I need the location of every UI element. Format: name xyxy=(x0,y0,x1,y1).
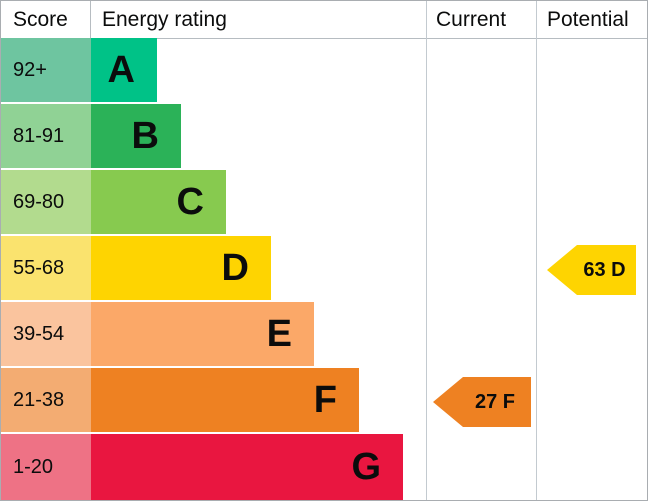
score-range-a: 92+ xyxy=(1,38,91,102)
current-rating-marker: 27 F xyxy=(433,377,531,427)
score-range-d: 55-68 xyxy=(1,236,91,300)
band-row-f: 21-38 F xyxy=(1,368,426,434)
rating-bar-f: F xyxy=(91,368,359,432)
band-rows: 92+ A 81-91 B 69-80 C 55-68 D 39-54 E 21-38 F 1-20 G xyxy=(1,38,426,500)
potential-rating-label: 63 D xyxy=(583,258,626,281)
score-range-b: 81-91 xyxy=(1,104,91,168)
rating-bar-c: C xyxy=(91,170,226,234)
band-row-c: 69-80 C xyxy=(1,170,426,236)
rating-bar-a: A xyxy=(91,38,157,102)
potential-rating-marker: 63 D xyxy=(547,245,636,295)
header-current: Current xyxy=(436,7,507,31)
score-range-e: 39-54 xyxy=(1,302,91,366)
potential-column-divider xyxy=(536,1,537,500)
rating-bar-b: B xyxy=(91,104,181,168)
band-row-b: 81-91 B xyxy=(1,104,426,170)
header-row: Score Energy rating Current Potential xyxy=(1,1,647,39)
current-column-divider xyxy=(426,1,427,500)
header-energy-rating: Energy rating xyxy=(102,7,227,31)
score-range-g: 1-20 xyxy=(1,434,91,500)
band-row-a: 92+ A xyxy=(1,38,426,104)
header-score: Score xyxy=(1,1,91,38)
score-range-f: 21-38 xyxy=(1,368,91,432)
band-row-e: 39-54 E xyxy=(1,302,426,368)
rating-bar-d: D xyxy=(91,236,271,300)
rating-bar-g: G xyxy=(91,434,403,500)
current-rating-label: 27 F xyxy=(474,390,516,413)
rating-bar-e: E xyxy=(91,302,314,366)
band-row-g: 1-20 G xyxy=(1,434,426,500)
band-row-d: 55-68 D xyxy=(1,236,426,302)
header-potential: Potential xyxy=(547,7,629,31)
score-range-c: 69-80 xyxy=(1,170,91,234)
